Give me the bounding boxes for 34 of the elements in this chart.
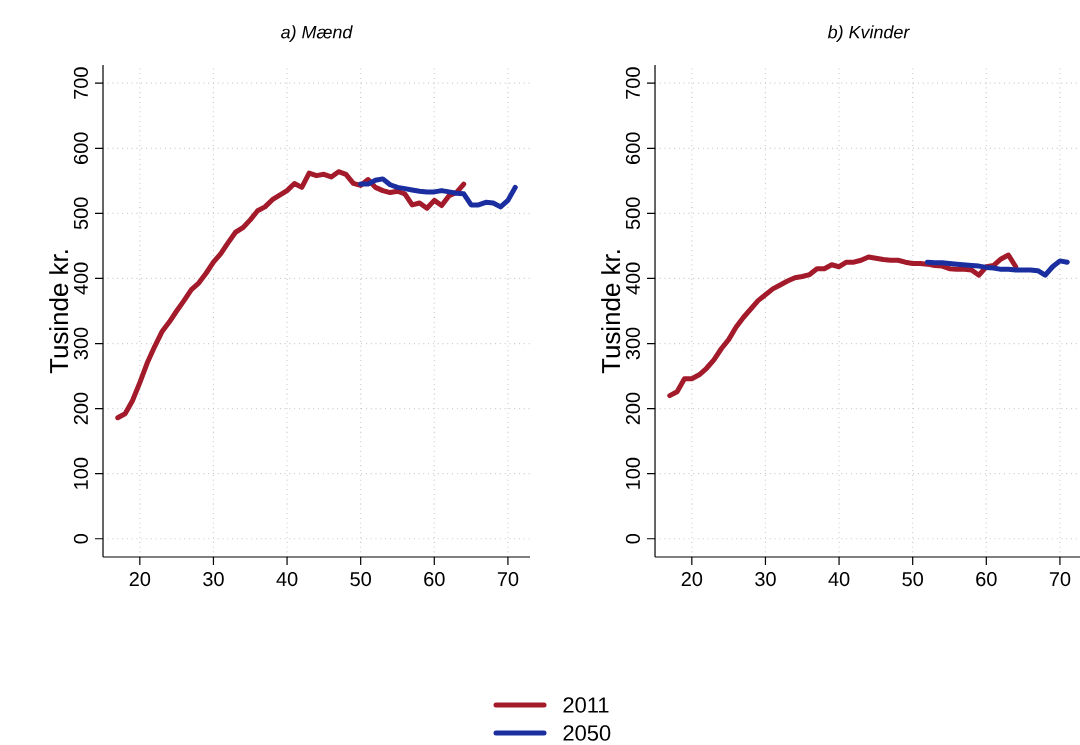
y-tick-label: 200 [625,392,640,425]
y-tick-label: 300 [625,327,640,360]
x-tick-label: 40 [828,572,850,587]
y-tick-label: 100 [625,457,640,489]
legend-label: 2050 [563,725,611,741]
y-tick-label: 500 [625,197,640,230]
x-tick-label: 50 [350,572,371,587]
x-tick-label: 70 [1049,572,1071,587]
y-axis-title: Tusinde kr. [601,250,621,374]
y-tick-label: 600 [625,132,640,164]
x-tick-label: 20 [681,572,703,587]
chart-title: a) Mænd [281,25,353,43]
x-tick-label: 60 [976,572,997,587]
x-tick-label: 50 [902,572,923,587]
x-tick-label: 20 [129,572,151,587]
legend-label: 2011 [563,697,609,713]
y-tick-label: 400 [73,262,88,295]
y-tick-label: 500 [73,197,88,230]
y-tick-label: 100 [73,457,88,489]
y-axis-title: Tusinde kr. [49,250,69,374]
x-tick-label: 30 [203,572,224,587]
x-tick-label: 70 [497,572,519,587]
y-tick-label: 300 [73,327,88,360]
x-tick-label: 60 [424,572,445,587]
x-tick-label: 40 [276,572,298,587]
y-tick-label: 700 [625,67,640,99]
y-tick-label: 200 [73,392,88,425]
y-tick-label: 400 [625,262,640,295]
x-tick-label: 30 [755,572,776,587]
y-tick-label: 0 [625,534,640,544]
chart-title: b) Kvinder [827,25,910,43]
y-tick-label: 700 [73,67,88,99]
y-tick-label: 600 [73,132,88,164]
y-tick-label: 0 [73,534,88,544]
